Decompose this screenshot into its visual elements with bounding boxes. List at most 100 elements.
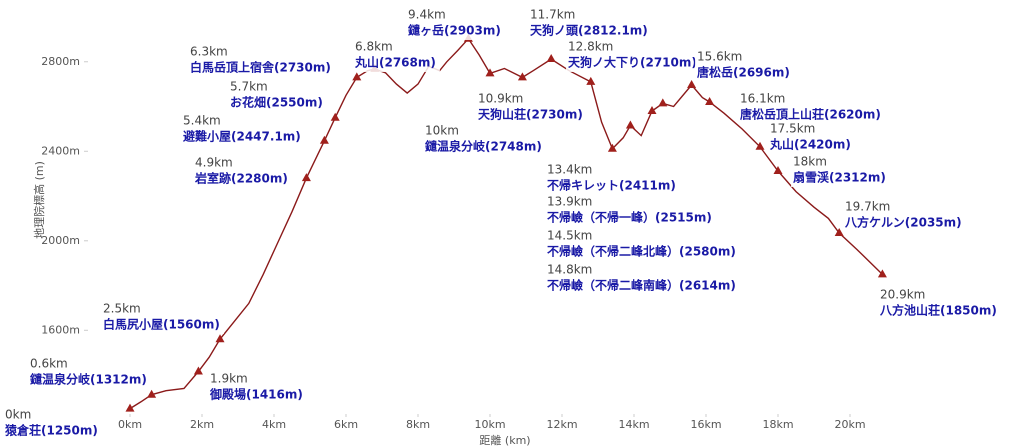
waypoint-km: 0.6km — [30, 357, 68, 371]
waypoint-km: 16.1km — [740, 92, 785, 106]
waypoint-marker — [625, 120, 635, 129]
waypoint-km: 13.9km — [547, 195, 592, 209]
waypoint-name: 唐松岳頂上山荘(2620m) — [740, 107, 881, 122]
waypoint-km: 5.7km — [230, 80, 268, 94]
waypoint-marker — [147, 389, 157, 398]
waypoint-marker — [705, 97, 715, 106]
label-background — [188, 43, 335, 77]
label-background — [545, 227, 740, 261]
waypoint-marker — [773, 165, 783, 174]
label-background — [545, 261, 740, 295]
waypoint-km: 11.7km — [530, 8, 575, 22]
waypoint-name: 丸山(2420m) — [769, 137, 851, 152]
waypoint-marker — [352, 72, 362, 81]
waypoint-name: 不帰嶮（不帰一峰）(2515m) — [547, 210, 712, 225]
y-tick-label: 2400m — [41, 144, 80, 157]
label-background — [566, 38, 701, 72]
waypoint-km: 0km — [5, 408, 31, 422]
waypoint-marker — [485, 68, 495, 77]
waypoint-marker — [330, 112, 340, 121]
waypoint-name: 天狗山荘(2730m) — [478, 107, 583, 122]
waypoint-name: 唐松岳(2696m) — [697, 65, 790, 80]
label-background — [695, 48, 794, 82]
waypoint-name: 八方ケルン(2035m) — [844, 215, 962, 230]
label-background — [353, 38, 440, 72]
waypoint-km: 15.6km — [697, 50, 742, 64]
x-tick-label: 4km — [262, 418, 286, 431]
label-background — [791, 153, 890, 187]
waypoint-km: 13.4km — [547, 163, 592, 177]
waypoint-km: 10km — [425, 124, 459, 138]
label-background — [101, 300, 224, 334]
x-tick-label: 10km — [474, 418, 505, 431]
waypoint-marker — [647, 105, 657, 114]
waypoint-km: 4.9km — [195, 156, 233, 170]
waypoint-marker — [834, 227, 844, 236]
label-background — [3, 406, 102, 440]
waypoint-name: 八方池山荘(1850m) — [879, 303, 997, 318]
waypoint-marker — [301, 173, 311, 182]
waypoint-name: 猿倉荘(1250m) — [4, 423, 98, 438]
x-tick-label: 0km — [118, 418, 142, 431]
label-background — [28, 355, 151, 389]
waypoint-km: 9.4km — [408, 8, 446, 22]
waypoint-km: 14.8km — [547, 263, 592, 277]
waypoint-km: 1.9km — [210, 372, 248, 386]
label-background — [768, 120, 855, 154]
waypoint-km: 6.3km — [190, 45, 228, 59]
label-background — [181, 112, 305, 146]
y-axis-label: 地理院標高 (m) — [32, 161, 46, 239]
waypoint-km: 19.7km — [845, 200, 890, 214]
waypoint-marker — [193, 366, 203, 375]
waypoint-marker — [215, 334, 225, 343]
waypoint-km: 5.4km — [183, 114, 221, 128]
label-background — [843, 198, 966, 232]
waypoint-km: 10.9km — [478, 92, 523, 106]
waypoint-name: 白馬岳頂上宿舎(2730m) — [190, 60, 331, 75]
x-tick-label: 2km — [190, 418, 214, 431]
waypoint-name: 岩室跡(2280m) — [194, 171, 288, 186]
label-background — [476, 90, 587, 124]
y-tick-label: 2800m — [41, 55, 80, 68]
waypoint-name: 不帰嶮（不帰二峰南峰）(2614m) — [547, 278, 736, 293]
waypoint-name: 白馬尻小屋(1560m) — [103, 317, 220, 332]
waypoint-marker — [517, 72, 527, 81]
waypoint-km: 12.8km — [568, 40, 613, 54]
label-background — [545, 161, 680, 195]
waypoint-name: 御殿場(1416m) — [209, 387, 303, 402]
waypoint-km: 14.5km — [547, 229, 592, 243]
label-background — [193, 154, 292, 188]
label-background — [423, 122, 546, 156]
waypoint-km: 6.8km — [355, 40, 393, 54]
waypoint-km: 17.5km — [770, 122, 815, 136]
waypoint-km: 2.5km — [103, 302, 141, 316]
waypoint-marker — [125, 403, 135, 412]
waypoint-name: 丸山(2768m) — [354, 55, 436, 70]
label-background — [208, 370, 307, 404]
label-background — [228, 78, 327, 112]
waypoint-km: 20.9km — [880, 288, 925, 302]
label-background — [528, 6, 652, 40]
x-tick-label: 20km — [834, 418, 865, 431]
x-tick-label: 8km — [406, 418, 430, 431]
waypoint-name: 扇雪渓(2312m) — [793, 170, 886, 185]
waypoint-name: お花畑(2550m) — [230, 95, 323, 110]
